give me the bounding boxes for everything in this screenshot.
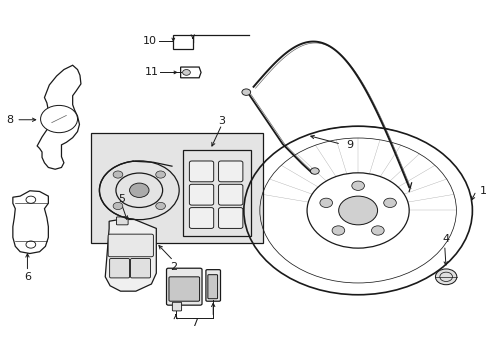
Circle shape (319, 198, 332, 207)
FancyBboxPatch shape (109, 258, 129, 278)
FancyBboxPatch shape (189, 208, 213, 228)
Circle shape (113, 202, 122, 210)
Circle shape (129, 183, 149, 197)
Circle shape (113, 171, 122, 178)
Text: 6: 6 (24, 272, 31, 282)
FancyBboxPatch shape (218, 184, 243, 205)
FancyBboxPatch shape (189, 161, 213, 182)
Circle shape (155, 202, 165, 210)
Circle shape (331, 226, 344, 235)
Text: 1: 1 (479, 186, 486, 196)
Text: 9: 9 (346, 140, 353, 150)
FancyBboxPatch shape (218, 208, 243, 228)
Circle shape (310, 168, 319, 174)
FancyBboxPatch shape (205, 270, 220, 301)
Polygon shape (105, 220, 156, 291)
Circle shape (41, 105, 78, 133)
Text: 11: 11 (144, 67, 159, 77)
Text: 4: 4 (442, 234, 449, 244)
Text: 10: 10 (143, 36, 157, 46)
Text: 3: 3 (218, 116, 225, 126)
FancyBboxPatch shape (218, 161, 243, 182)
Circle shape (242, 89, 250, 95)
FancyBboxPatch shape (108, 234, 153, 257)
FancyBboxPatch shape (207, 275, 217, 299)
FancyBboxPatch shape (130, 258, 150, 278)
Text: 2: 2 (169, 262, 177, 272)
Text: 5: 5 (118, 194, 124, 204)
FancyBboxPatch shape (172, 302, 181, 311)
Circle shape (351, 181, 364, 190)
Circle shape (434, 269, 456, 285)
Circle shape (338, 196, 377, 225)
FancyBboxPatch shape (116, 217, 128, 225)
FancyBboxPatch shape (169, 277, 199, 301)
FancyBboxPatch shape (166, 268, 202, 305)
Text: 8: 8 (6, 115, 13, 125)
FancyBboxPatch shape (189, 184, 213, 205)
Circle shape (182, 69, 190, 75)
FancyBboxPatch shape (90, 134, 263, 243)
Text: 7: 7 (190, 319, 198, 328)
Circle shape (383, 198, 396, 207)
FancyBboxPatch shape (173, 35, 192, 49)
FancyBboxPatch shape (183, 149, 251, 235)
Circle shape (155, 171, 165, 178)
Circle shape (371, 226, 384, 235)
